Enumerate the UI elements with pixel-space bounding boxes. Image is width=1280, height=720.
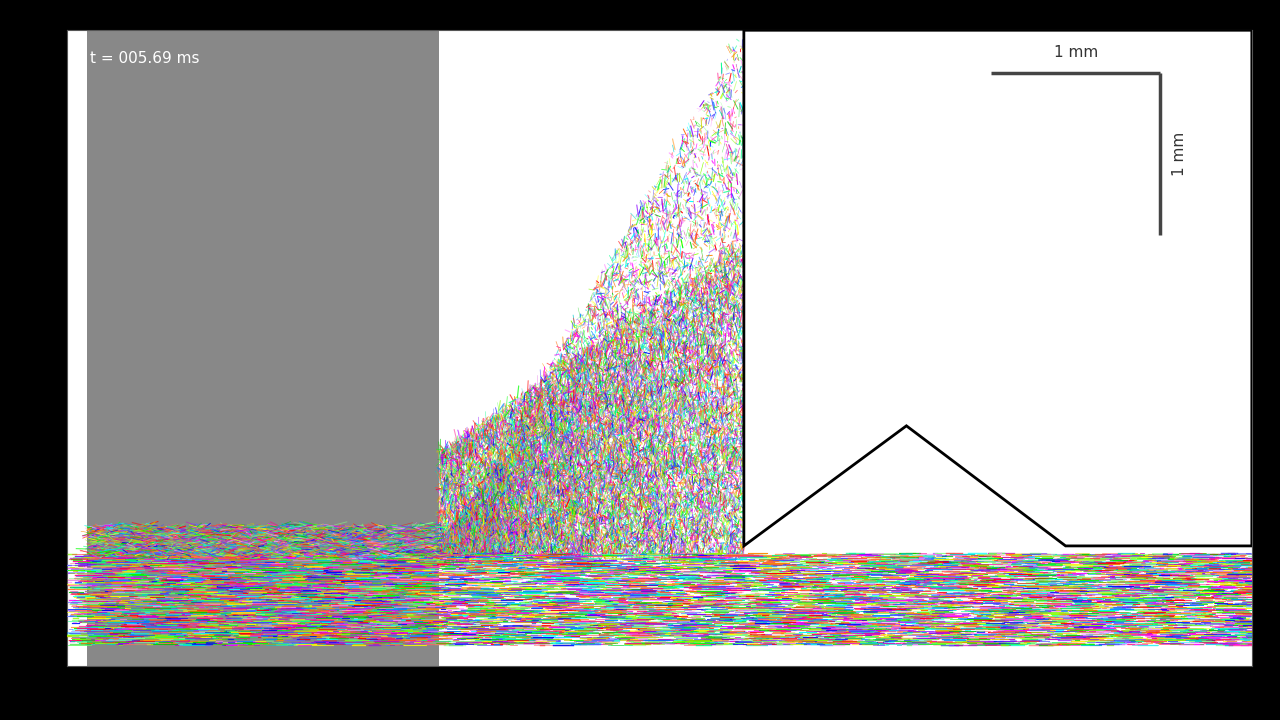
Text: t = 005.69 ms: t = 005.69 ms: [90, 51, 200, 66]
Bar: [87, 30, 439, 666]
Y-axis label: Y (pixels): Y (pixels): [6, 310, 24, 387]
Polygon shape: [744, 30, 1252, 546]
Text: 1 mm: 1 mm: [1053, 45, 1098, 60]
Text: 1 mm: 1 mm: [1172, 132, 1188, 176]
X-axis label: X (pixels): X (pixels): [621, 696, 698, 714]
